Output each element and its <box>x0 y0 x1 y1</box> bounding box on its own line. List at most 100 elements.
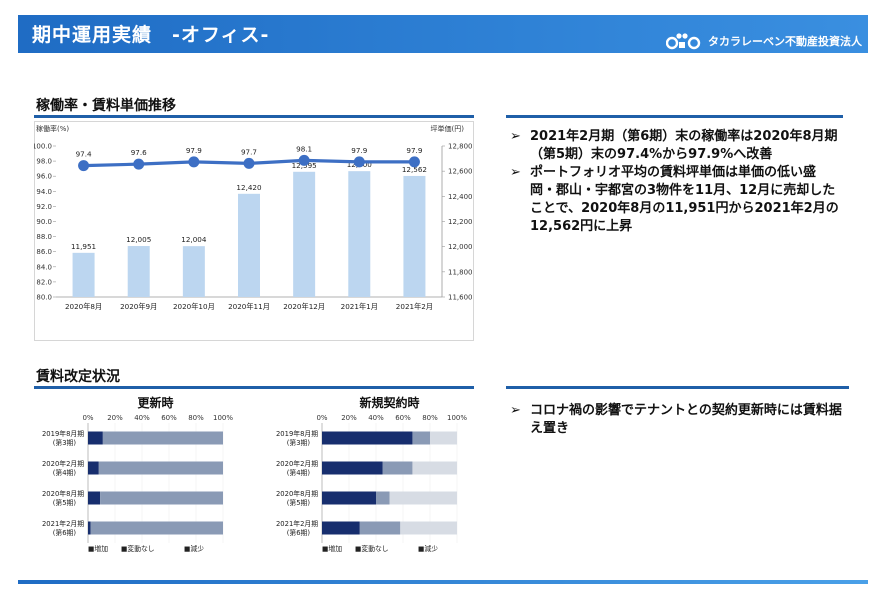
bullet-arrow-icon: ➢ <box>510 403 521 418</box>
unchanged-segment <box>412 431 430 445</box>
company-brand: タカラレーベン不動産投資法人 <box>666 32 862 50</box>
occupancy-point <box>78 160 90 172</box>
x-tick-label: 0% <box>82 414 93 422</box>
legend-item: ■減少 <box>418 544 438 553</box>
occupancy-label: 97.9 <box>186 146 202 155</box>
occupancy-rent-chart: 稼働率(%) 坪単価(円) 80.0 82.0 84.0 86.0 88.0 90.0 92.0… <box>34 121 474 341</box>
legend-item: ■変動なし <box>121 544 155 553</box>
row-label: 2021年2月期 <box>42 519 84 528</box>
unchanged-segment <box>382 461 413 475</box>
bullet-item: ➢ ポートフォリオ平均の賃料坪単価は単価の低い盛岡・郡山・宇都宮の3物件を11月、… <box>510 165 839 234</box>
y2-tick-label: 12,600 <box>448 168 473 176</box>
rent-bar-label: 12,420 <box>236 183 262 192</box>
decrease-segment <box>400 521 457 535</box>
y2-tick-label: 12,200 <box>448 218 473 226</box>
legend-item: ■増加 <box>322 544 342 553</box>
rent-bar <box>182 246 205 297</box>
bullet-arrow-icon: ➢ <box>510 165 521 180</box>
y1-tick-label: 86.0 <box>36 248 52 256</box>
y2-tick-label: 11,800 <box>448 268 473 276</box>
unchanged-segment <box>102 431 223 445</box>
occupancy-point <box>408 156 420 168</box>
rent-bar <box>403 175 426 297</box>
occupancy-label: 97.9 <box>351 146 367 155</box>
row-label: 2020年8月期 <box>276 489 318 498</box>
y1-tick-label: 84.0 <box>36 263 52 271</box>
row-label: 2019年8月期 <box>42 429 84 438</box>
new-contract-rent-chart: 新規契約時 0% 20% 40% 60% 80% 100% 2019年8月期(第3期) 2020… <box>276 395 467 553</box>
page-header: 期中運用実績 -オフィス- タカラレーベン不動産投資法人 <box>18 15 868 53</box>
row-sublabel: (第5期) <box>287 498 311 507</box>
rent-bar <box>72 252 95 297</box>
rent-bar <box>293 171 316 297</box>
row-label: 2020年8月期 <box>42 489 84 498</box>
occupancy-label: 97.6 <box>131 148 147 157</box>
page-title: 期中運用実績 -オフィス- <box>32 24 270 46</box>
occupancy-point <box>243 157 255 169</box>
rent-bar-label: 12,562 <box>402 165 427 174</box>
chart-title: 新規契約時 <box>359 395 419 410</box>
row-sublabel: (第3期) <box>53 438 77 447</box>
bullet-item: ➢ コロナ禍の影響でテナントとの契約更新時には賃料据え置き <box>510 403 842 436</box>
x-tick-label: 40% <box>368 414 384 422</box>
company-name: タカラレーベン不動産投資法人 <box>708 35 862 48</box>
occupancy-point <box>298 154 310 166</box>
x-tick-label: 2020年11月 <box>228 302 270 311</box>
footer-bar <box>18 580 868 584</box>
occupancy-bullets: ➢ 2021年2月期（第6期）末の稼働率は2020年8月期（第5期）末の97.4%… <box>510 128 840 236</box>
legend-item: ■変動なし <box>355 544 389 553</box>
increase-segment <box>88 491 101 505</box>
y1-axis-title: 稼働率(%) <box>36 124 69 133</box>
legend-item: ■減少 <box>184 544 204 553</box>
unchanged-segment <box>376 491 390 505</box>
rent-bar-label: 11,951 <box>71 242 96 251</box>
row-label: 2019年8月期 <box>276 429 318 438</box>
y1-tick-label: 82.0 <box>36 278 52 286</box>
x-tick-label: 60% <box>395 414 411 422</box>
section-rule <box>34 115 474 118</box>
section-rule <box>34 386 474 389</box>
x-tick-label: 100% <box>213 414 233 422</box>
rent-revision-bullets: ➢ コロナ禍の影響でテナントとの契約更新時には賃料据え置き <box>510 402 845 438</box>
unchanged-segment <box>100 491 223 505</box>
rent-bar-label: 12,005 <box>126 235 151 244</box>
x-tick-label: 2021年2月 <box>396 302 433 311</box>
company-logo-icon <box>666 33 701 50</box>
row-sublabel: (第3期) <box>287 438 311 447</box>
row-sublabel: (第6期) <box>53 528 77 537</box>
increase-segment <box>88 431 103 445</box>
occupancy-label: 97.9 <box>406 146 422 155</box>
bullet-item: ➢ 2021年2月期（第6期）末の稼働率は2020年8月期（第5期）末の97.4%… <box>510 129 838 162</box>
y1-tick-label: 88.0 <box>36 233 52 241</box>
x-tick-label: 2021年1月 <box>341 302 378 311</box>
row-sublabel: (第6期) <box>287 528 311 537</box>
rent-revision-section-title: 賃料改定状況 <box>36 369 120 385</box>
y2-tick-label: 12,400 <box>448 193 473 201</box>
decrease-segment <box>430 431 457 445</box>
x-tick-label: 80% <box>188 414 204 422</box>
x-tick-label: 2020年9月 <box>120 302 157 311</box>
increase-segment <box>322 521 360 535</box>
rent-bar <box>127 246 150 297</box>
rent-bar-label: 12,004 <box>181 235 207 244</box>
increase-segment <box>322 491 376 505</box>
y1-tick-label: 98.0 <box>36 158 52 166</box>
increase-segment <box>322 431 413 445</box>
increase-segment <box>88 461 99 475</box>
y1-tick-label: 90.0 <box>36 218 52 226</box>
unchanged-segment <box>359 521 401 535</box>
x-tick-label: 2020年10月 <box>173 302 215 311</box>
increase-segment <box>88 521 91 535</box>
y2-tick-label: 12,000 <box>448 243 473 251</box>
unchanged-segment <box>98 461 223 475</box>
x-tick-label: 2020年12月 <box>283 302 325 311</box>
x-tick-label: 80% <box>422 414 438 422</box>
row-label: 2021年2月期 <box>276 519 318 528</box>
bullet-arrow-icon: ➢ <box>510 129 521 144</box>
chart-title: 更新時 <box>137 395 173 410</box>
legend-item: ■増加 <box>88 544 108 553</box>
section-rule <box>506 115 843 118</box>
row-sublabel: (第4期) <box>287 468 311 477</box>
y1-tick-label: 94.0 <box>36 188 52 196</box>
row-label: 2020年2月期 <box>42 459 84 468</box>
